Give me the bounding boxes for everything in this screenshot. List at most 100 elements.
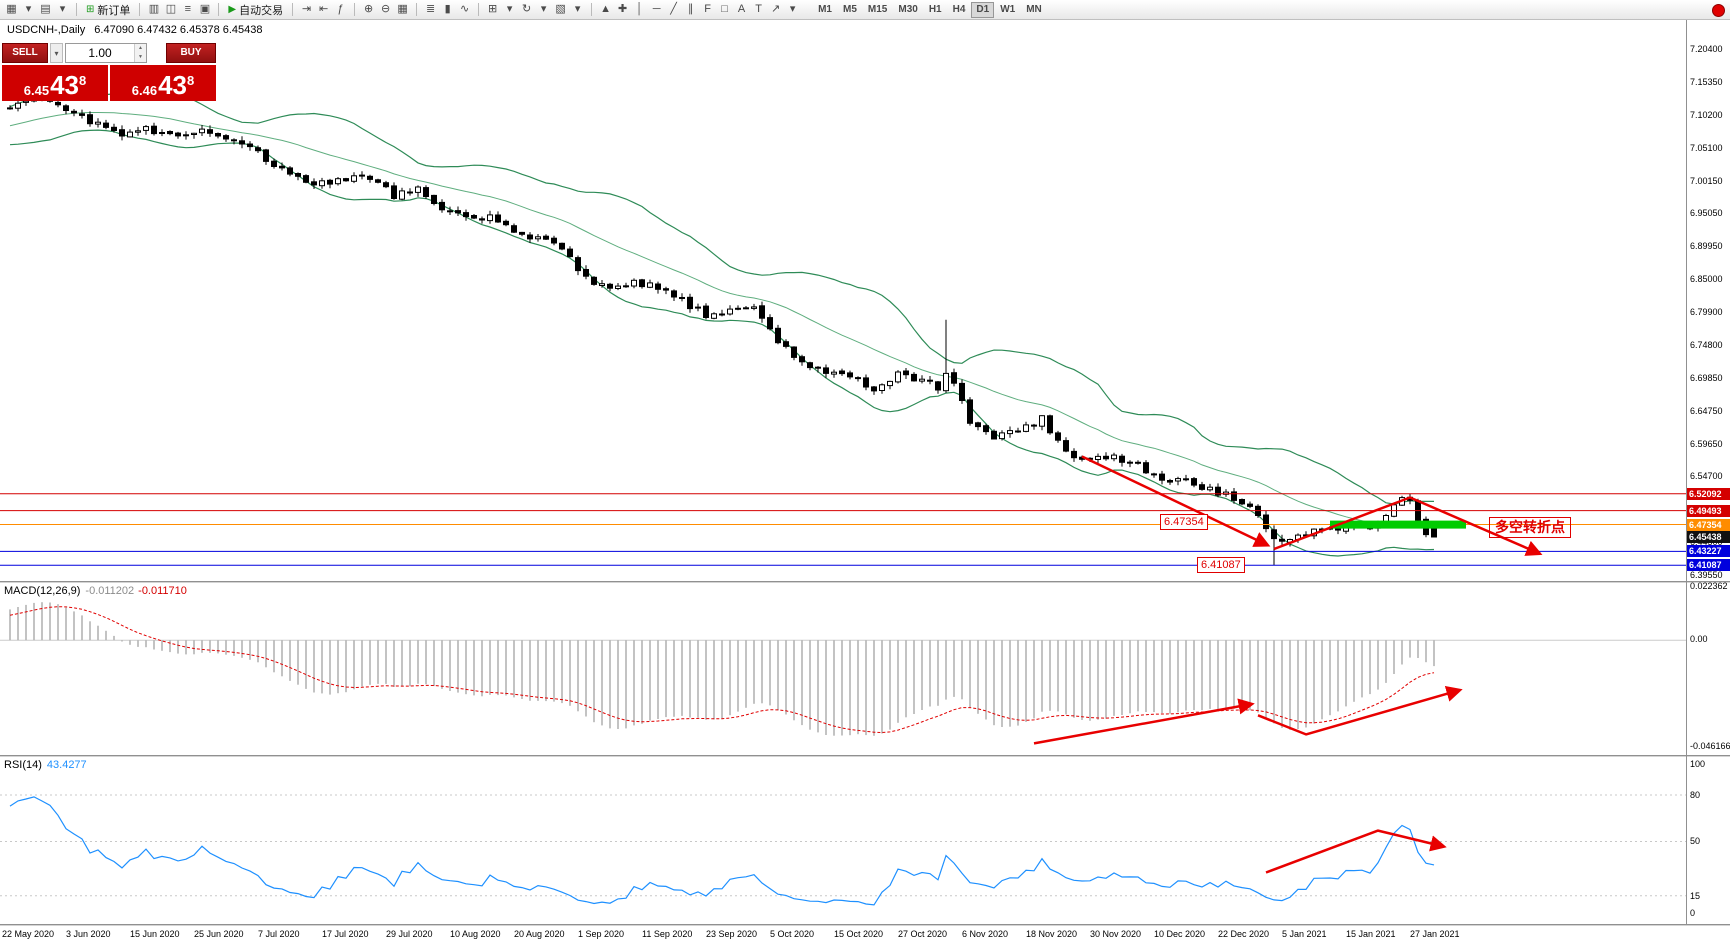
price-level-badge: 6.52092 [1687, 487, 1730, 500]
macd-header: MACD(12,26,9) -0.011202 -0.011710 [4, 585, 187, 597]
auto-trading-button-label: 自动交易 [239, 4, 284, 17]
panel-separator[interactable] [0, 924, 1730, 926]
label-icon[interactable]: T [755, 3, 762, 15]
rsi-axis-label: 80 [1690, 790, 1701, 800]
arrows-dropdown-icon[interactable]: ▾ [789, 3, 796, 15]
auto-scroll-icon[interactable]: ⇤ [318, 3, 329, 15]
terminal-icon[interactable]: ▣ [199, 3, 211, 15]
profiles-dropdown-icon[interactable]: ▾ [59, 3, 66, 15]
timeframe-d1[interactable]: D1 [971, 1, 995, 18]
price-level-badge: 6.47354 [1687, 518, 1730, 531]
macd-signal-line [9, 606, 1435, 734]
auto-trading-button[interactable]: ▶ 自动交易 [224, 1, 287, 18]
ask-price-big-digits: 43 [158, 70, 187, 100]
chart-shift-icon[interactable]: ⇥ [301, 3, 312, 15]
shapes-icon[interactable]: □ [721, 3, 728, 15]
toolbar-separator [218, 3, 220, 16]
date-label: 29 Jul 2020 [386, 929, 433, 939]
price-axis-tick: 7.10200 [1690, 109, 1723, 120]
crosshair-icon[interactable]: ✚ [617, 3, 628, 15]
vertical-line-icon[interactable]: │ [636, 3, 644, 15]
indicators-icon[interactable]: ƒ [337, 3, 344, 15]
price-axis-tick: 6.64750 [1690, 405, 1723, 416]
panel-separator[interactable] [0, 755, 1730, 757]
turning-point-label[interactable]: 多空转折点 [1489, 517, 1571, 538]
data-window-icon[interactable]: ◫ [165, 3, 177, 15]
timeframe-h4[interactable]: H4 [948, 2, 971, 18]
rsi-value: 43.4277 [46, 759, 87, 771]
price-callout-641087[interactable]: 6.41087 [1197, 557, 1245, 573]
time-axis[interactable]: 22 May 2020 3 Jun 2020 15 Jun 2020 25 Jun 2… [0, 926, 1686, 942]
lot-decrease-button[interactable]: ▼ [135, 52, 146, 62]
rsi-axis-label: 0 [1690, 908, 1696, 918]
trendline-icon[interactable]: ╱ [670, 3, 677, 15]
horizontal-line-icon[interactable]: ─ [652, 3, 661, 15]
macd-trend-annotations[interactable] [1033, 685, 1463, 745]
cursor-icon[interactable]: ▲ [600, 3, 612, 15]
sell-button[interactable]: SELL [2, 42, 48, 63]
price-trend-annotations[interactable] [1081, 455, 1543, 556]
buy-button[interactable]: BUY [166, 42, 216, 63]
lot-size-input[interactable] [66, 43, 134, 62]
timeframe-m15[interactable]: M15 [863, 2, 892, 18]
toolbar-separator [416, 3, 418, 16]
timeframe-m5[interactable]: M5 [838, 2, 862, 18]
bid-price-box[interactable]: 6.45 43 8 [2, 65, 108, 101]
add-indicator-icon[interactable]: ⊞ [487, 3, 498, 15]
zoom-in-icon[interactable]: ⊕ [363, 3, 374, 15]
template-dropdown-icon[interactable]: ▾ [574, 3, 581, 15]
price-axis-tick: 7.15350 [1690, 76, 1723, 87]
text-icon[interactable]: A [737, 3, 746, 15]
support-zone-highlight[interactable] [1330, 520, 1466, 529]
bar-chart-icon[interactable]: ≣ [425, 3, 436, 15]
toolbar-groups: ▦ ▾ ▤ ▾ ⊞ 新订单 ▥ ◫ ≡ ▣ ▶ 自动交易 ⇥ ⇤ ƒ ⊕ ⊖ ▦ ≣ ▮ ∿ ⊞ ▾ ↻ ▾ ▧ ▾ ▲ ✚ │ ─ ╱ ∥ F □… [3, 1, 801, 18]
ask-price-prefix: 6.46 [131, 83, 158, 98]
tile-windows-icon[interactable]: ▦ [397, 3, 408, 15]
price-axis[interactable]: 7.20400 7.15350 7.10200 7.05100 7.00150 6.950… [1687, 0, 1730, 942]
period-icon[interactable]: ↻ [521, 3, 532, 15]
zoom-out-icon[interactable]: ⊖ [380, 3, 391, 15]
navigator-icon[interactable]: ≡ [184, 3, 192, 15]
new-order-button[interactable]: ⊞ 新订单 [82, 1, 134, 18]
bid-price-prefix: 6.45 [23, 83, 50, 98]
fibonacci-icon[interactable]: F [704, 3, 711, 15]
indicator-dropdown-icon[interactable]: ▾ [506, 3, 513, 15]
date-label: 15 Jan 2021 [1346, 929, 1396, 939]
trade-options-dropdown-icon[interactable]: ▾ [50, 42, 63, 63]
new-order-button-label: 新订单 [97, 4, 131, 17]
timeframe-m1[interactable]: M1 [813, 2, 837, 18]
template-icon[interactable]: ▧ [555, 3, 566, 15]
notification-icon[interactable] [1712, 4, 1725, 17]
channel-icon[interactable]: ∥ [687, 3, 694, 15]
timeframe-m30[interactable]: M30 [893, 2, 922, 18]
new-chart-dropdown-icon[interactable]: ▾ [25, 3, 32, 15]
date-label: 20 Aug 2020 [514, 929, 565, 939]
timeframe-mn[interactable]: MN [1021, 2, 1047, 18]
line-chart-icon[interactable]: ∿ [459, 3, 470, 15]
arrows-icon[interactable]: ↗ [770, 3, 781, 15]
date-label: 1 Sep 2020 [578, 929, 625, 939]
date-label: 7 Jul 2020 [258, 929, 300, 939]
price-callout-647354[interactable]: 6.47354 [1160, 514, 1208, 530]
profiles-icon[interactable]: ▤ [40, 3, 51, 15]
date-label: 22 May 2020 [2, 929, 55, 939]
date-label: 27 Jan 2021 [1410, 929, 1460, 939]
macd-main-value: -0.011202 [85, 585, 135, 597]
candlestick-chart-icon[interactable]: ▮ [444, 3, 451, 15]
timeframe-bar: M1 M5 M15 M30 H1 H4 D1 W1 MN [813, 1, 1047, 18]
period-dropdown-icon[interactable]: ▾ [540, 3, 547, 15]
timeframe-h1[interactable]: H1 [924, 2, 947, 18]
lot-increase-button[interactable]: ▲ [135, 43, 146, 53]
ask-price-box[interactable]: 6.46 43 8 [110, 65, 216, 101]
macd-signal-value: -0.011710 [138, 585, 187, 597]
toolbar: ▦ ▾ ▤ ▾ ⊞ 新订单 ▥ ◫ ≡ ▣ ▶ 自动交易 ⇥ ⇤ ƒ ⊕ ⊖ ▦ ≣ ▮ ∿ ⊞ ▾ ↻ ▾ ▧ ▾ ▲ ✚ │ ─ ╱ ∥ F □… [0, 0, 1730, 20]
panel-separator[interactable] [0, 581, 1730, 583]
rsi-trend-annotations[interactable] [1265, 829, 1447, 874]
market-watch-icon[interactable]: ▥ [148, 3, 160, 15]
date-label: 17 Jul 2020 [322, 929, 369, 939]
trade-controls-row: SELL ▾ ▲ ▼ BUY [2, 42, 216, 63]
new-chart-icon[interactable]: ▦ [6, 3, 17, 15]
candlestick-series[interactable] [7, 95, 1437, 566]
timeframe-w1[interactable]: W1 [995, 2, 1020, 18]
